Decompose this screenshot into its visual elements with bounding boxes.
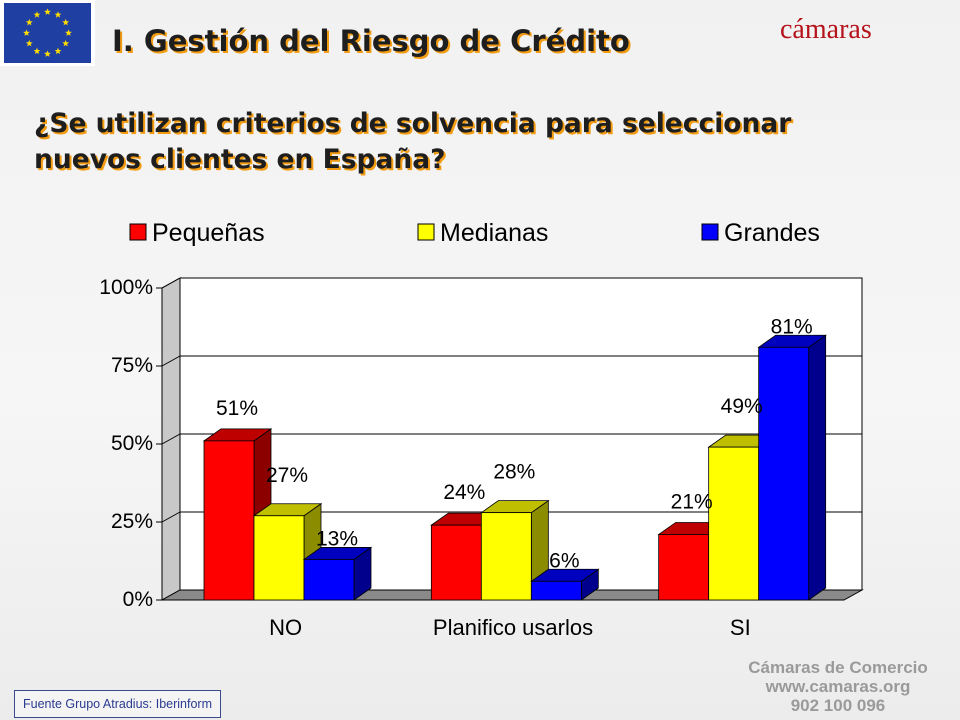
eu-star-icon (54, 11, 62, 18)
eu-star-icon (54, 47, 62, 55)
y-tick-label: 50% (111, 432, 153, 455)
data-label: 24% (443, 481, 485, 504)
bar-front (658, 534, 710, 601)
bar-front (708, 446, 760, 601)
chart-bars (202, 334, 827, 601)
bar (480, 499, 550, 601)
question-line-1: ¿Se utilizan criterios de solvencia para… (34, 108, 792, 139)
y-tick-label: 100% (99, 276, 153, 299)
legend-label: Pequeñas (152, 219, 265, 247)
data-label: 28% (493, 461, 535, 484)
eu-star-icon (25, 39, 33, 47)
eu-star-icon (44, 8, 51, 15)
data-label: 81% (771, 315, 813, 338)
data-label: 6% (549, 549, 579, 572)
eu-star-icon (33, 11, 41, 18)
eu-flag-icon (0, 0, 95, 66)
legend-swatch (417, 223, 435, 241)
contact-phone: 902 100 096 (790, 696, 886, 715)
data-label: 27% (266, 464, 308, 487)
eu-star-icon (62, 39, 70, 47)
x-tick-label: NO (269, 615, 302, 640)
data-label: 13% (316, 527, 358, 550)
page-title: I. Gestión del Riesgo de Crédito (112, 24, 630, 58)
x-axis-ticks: NO Planifico usarlos SI (269, 615, 751, 640)
bar-front (480, 512, 532, 601)
y-tick-label: 0% (123, 588, 153, 611)
bar-front (758, 346, 810, 601)
data-label: 21% (671, 490, 713, 513)
bar (757, 334, 827, 601)
camaras-logo: cámaras (780, 14, 872, 45)
bar (302, 546, 373, 601)
bar-front (303, 559, 355, 601)
eu-star-icon (23, 29, 30, 36)
gridline-side (161, 433, 181, 445)
chart-legend: Pequeñas Medianas Grandes (129, 219, 820, 247)
eu-star-icon (25, 18, 33, 26)
gridline-side (161, 511, 181, 523)
contact-info: Cámaras de Comercio www.camaras.org 902 … (748, 658, 928, 715)
eu-star-icon (65, 29, 72, 36)
bar-front (253, 515, 305, 601)
bar-front (530, 580, 582, 601)
y-axis-ticks: 0% 25% 50% 75% 100% (99, 276, 163, 611)
question-text: ¿Se utilizan criterios de solvencia para… (34, 106, 791, 178)
x-tick-label: SI (730, 615, 751, 640)
contact-web: www.camaras.org (765, 677, 911, 696)
bar-front (203, 440, 255, 601)
legend-swatch (701, 223, 719, 241)
legend-item: Medianas (417, 219, 548, 247)
data-label: 51% (216, 397, 258, 420)
legend-item: Pequeñas (129, 219, 265, 247)
y-tick-label: 75% (111, 354, 153, 377)
bar-side (808, 334, 827, 601)
eu-star-icon (33, 47, 41, 55)
gridline-side (161, 355, 181, 367)
data-labels: 51% 27% 13% 24% 28% 6% 21% 49% 81% (216, 315, 813, 572)
legend-swatch (129, 223, 147, 241)
eu-star-icon (44, 50, 51, 57)
legend-label: Grandes (724, 219, 820, 247)
question-line-2: nuevos clientes en España? (34, 144, 446, 175)
legend-item: Grandes (701, 219, 820, 247)
x-tick-label: Planifico usarlos (433, 615, 593, 640)
y-tick-label: 25% (111, 510, 153, 533)
eu-star-icon (62, 18, 70, 26)
bar (530, 568, 600, 601)
legend-label: Medianas (440, 219, 548, 247)
data-label: 49% (721, 395, 763, 418)
gridline-side (161, 277, 181, 289)
contact-name: Cámaras de Comercio (748, 658, 928, 677)
bar-front (430, 524, 482, 601)
source-note: Fuente Grupo Atradius: Iberinform (14, 690, 221, 718)
